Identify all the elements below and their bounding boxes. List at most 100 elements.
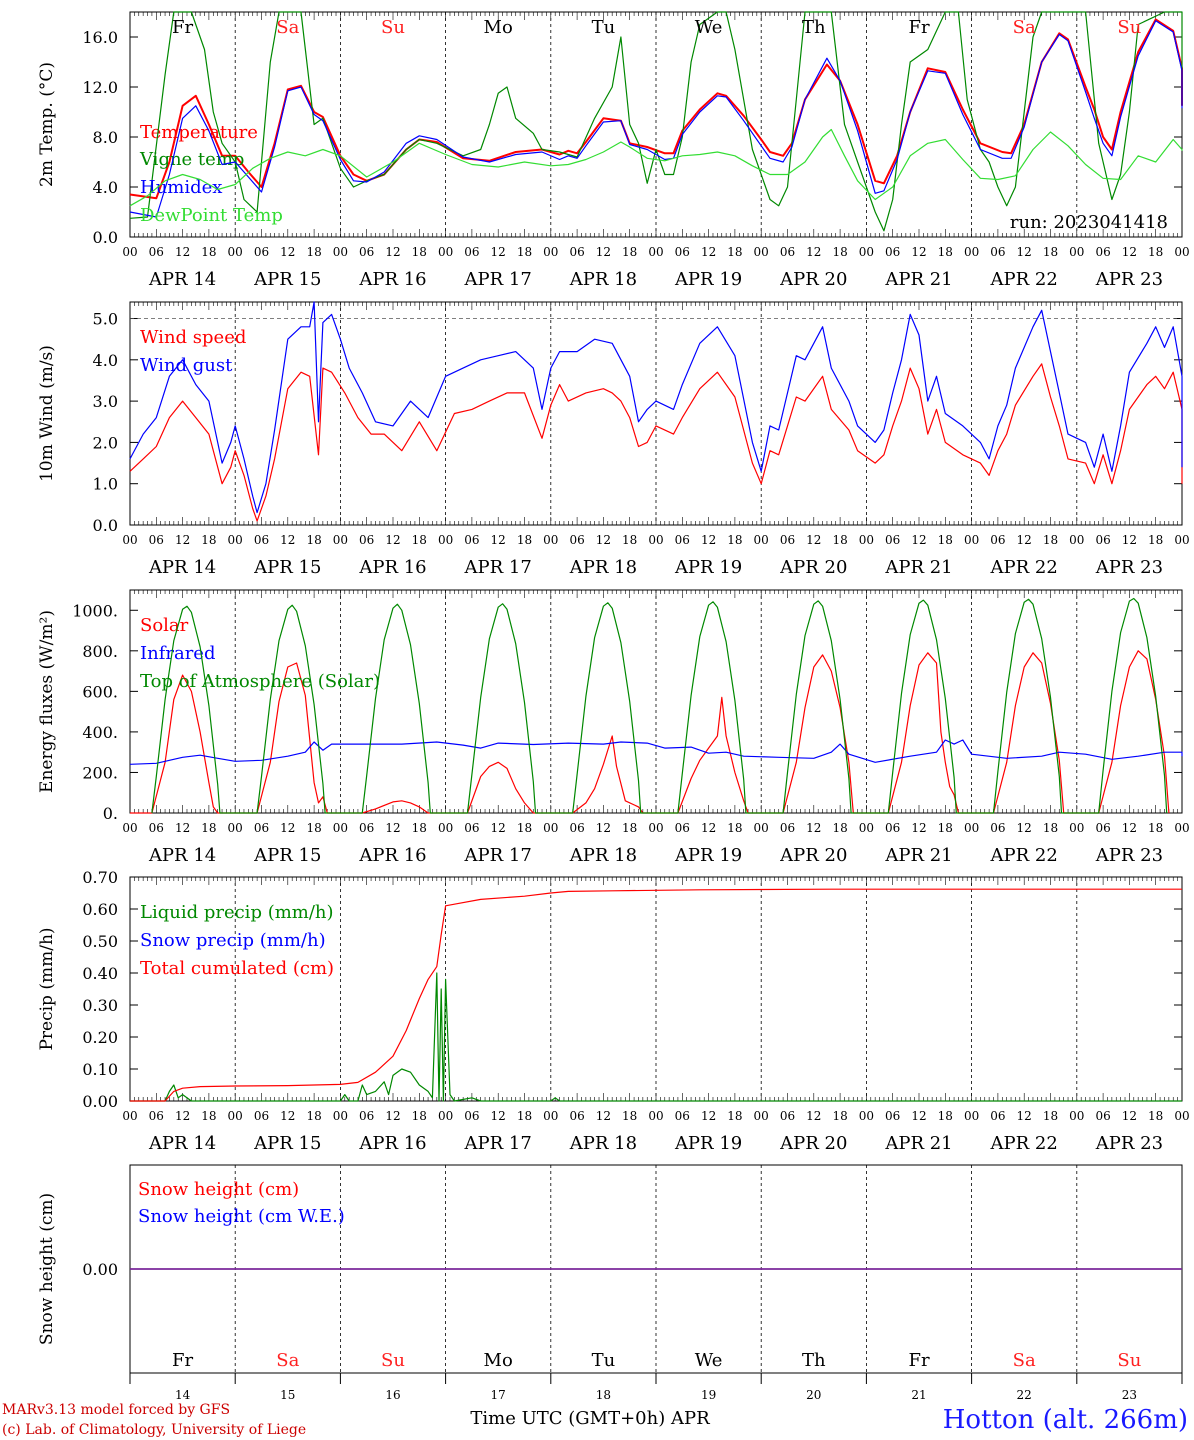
y-tick-label: 0.0 bbox=[93, 228, 118, 247]
date-label: APR 21 bbox=[884, 269, 952, 290]
hour-tick-label: 18 bbox=[1043, 245, 1058, 259]
weekday-label-bottom: Fr bbox=[908, 1350, 929, 1371]
day-number-label: 19 bbox=[701, 1388, 716, 1402]
hour-tick-label: 06 bbox=[1095, 821, 1110, 835]
hour-tick-label: 18 bbox=[517, 533, 532, 547]
weekday-label-bottom: We bbox=[695, 1350, 723, 1371]
hour-tick-label: 00 bbox=[333, 1109, 348, 1123]
date-label: APR 17 bbox=[464, 845, 532, 866]
legend-entry: Snow height (cm) bbox=[138, 1179, 299, 1200]
hour-tick-label: 00 bbox=[964, 821, 979, 835]
hour-tick-label: 18 bbox=[517, 821, 532, 835]
weekday-label-bottom: Su bbox=[1117, 1350, 1141, 1371]
hour-tick-label: 06 bbox=[149, 821, 164, 835]
hour-tick-label: 12 bbox=[385, 1109, 400, 1123]
hour-tick-label: 18 bbox=[201, 1109, 216, 1123]
date-label: APR 14 bbox=[148, 845, 216, 866]
y-tick-label: 0. bbox=[103, 804, 118, 823]
y-axis-label: 10m Wind (m/s) bbox=[37, 345, 57, 482]
hour-tick-label: 12 bbox=[701, 245, 716, 259]
hour-tick-label: 00 bbox=[438, 1109, 453, 1123]
date-label: APR 19 bbox=[674, 845, 742, 866]
hour-tick-label: 00 bbox=[122, 1109, 137, 1123]
x-axis-title: Time UTC (GMT+0h) APR bbox=[470, 1408, 710, 1429]
hour-tick-label: 00 bbox=[1069, 1109, 1084, 1123]
hour-tick-label: 18 bbox=[622, 821, 637, 835]
weekday-label-top: Sa bbox=[276, 17, 299, 38]
weekday-label-top: Su bbox=[1117, 17, 1141, 38]
y-axis-label: Precip (mm/h) bbox=[37, 927, 57, 1050]
hour-tick-label: 00 bbox=[543, 821, 558, 835]
panel-5: 0.00 Snow height (cm) Snow height (cm) Snow… bbox=[37, 1164, 1183, 1374]
legend-entry: Temperature bbox=[140, 122, 258, 143]
series-line-solar bbox=[130, 650, 1170, 814]
date-label: APR 16 bbox=[358, 269, 426, 290]
hour-tick-label: 00 bbox=[964, 1109, 979, 1123]
date-label: APR 14 bbox=[148, 1133, 216, 1154]
hour-tick-label: 06 bbox=[780, 1109, 795, 1123]
y-axis-label: Snow height (cm) bbox=[37, 1193, 57, 1345]
hour-tick-label: 06 bbox=[149, 245, 164, 259]
legend-entry: DewPoint Temp bbox=[140, 205, 283, 226]
legend-entry: Top of Atmosphere (Solar) bbox=[140, 671, 380, 692]
hour-tick-label: 18 bbox=[1148, 245, 1163, 259]
hour-tick-label: 00 bbox=[438, 533, 453, 547]
date-label: APR 23 bbox=[1095, 1133, 1163, 1154]
hour-tick-label: 12 bbox=[1017, 1109, 1032, 1123]
hour-tick-label: 18 bbox=[622, 1109, 637, 1123]
hour-tick-label: 18 bbox=[412, 533, 427, 547]
hour-tick-label: 18 bbox=[201, 821, 216, 835]
hour-tick-label: 00 bbox=[122, 821, 137, 835]
hour-tick-label: 00 bbox=[543, 533, 558, 547]
date-label: APR 21 bbox=[884, 1133, 952, 1154]
hour-tick-label: 12 bbox=[806, 1109, 821, 1123]
hour-tick-label: 00 bbox=[754, 533, 769, 547]
hour-tick-label: 00 bbox=[228, 245, 243, 259]
hour-tick-label: 00 bbox=[543, 1109, 558, 1123]
hour-tick-label: 00 bbox=[1174, 245, 1189, 259]
date-label: APR 21 bbox=[884, 845, 952, 866]
series-line-top-of-atmosphere-solar- bbox=[151, 597, 1168, 814]
hour-tick-label: 00 bbox=[1174, 821, 1189, 835]
day-number-label: 17 bbox=[491, 1388, 506, 1402]
date-label: APR 20 bbox=[779, 557, 847, 578]
hour-tick-label: 18 bbox=[306, 1109, 321, 1123]
hour-tick-label: 06 bbox=[464, 245, 479, 259]
y-tick-label: 16.0 bbox=[82, 28, 118, 47]
hour-tick-label: 12 bbox=[1122, 533, 1137, 547]
date-label: APR 18 bbox=[569, 269, 637, 290]
hour-tick-label: 00 bbox=[1069, 533, 1084, 547]
y-tick-label: 200. bbox=[82, 763, 118, 782]
weekday-label-top: Su bbox=[381, 17, 405, 38]
hour-tick-label: 18 bbox=[412, 1109, 427, 1123]
hour-tick-label: 06 bbox=[675, 533, 690, 547]
hour-tick-label: 06 bbox=[885, 1109, 900, 1123]
hour-tick-label: 06 bbox=[254, 821, 269, 835]
date-label: APR 22 bbox=[990, 845, 1058, 866]
panel-2: 0.0 1.0 2.0 3.0 4.0 5.0 10m Wind (m/s) Wind spe… bbox=[37, 301, 1190, 578]
hour-tick-label: 12 bbox=[1122, 245, 1137, 259]
hour-tick-label: 18 bbox=[306, 245, 321, 259]
day-number-label: 18 bbox=[596, 1388, 611, 1402]
hour-tick-label: 06 bbox=[569, 533, 584, 547]
hour-tick-label: 18 bbox=[306, 533, 321, 547]
hour-tick-label: 00 bbox=[543, 245, 558, 259]
y-axis-label: 2m Temp. (°C) bbox=[37, 62, 57, 187]
hour-tick-label: 18 bbox=[832, 821, 847, 835]
day-number-label: 21 bbox=[911, 1388, 926, 1402]
hour-tick-label: 12 bbox=[1017, 245, 1032, 259]
date-label: APR 19 bbox=[674, 269, 742, 290]
hour-tick-label: 06 bbox=[464, 1109, 479, 1123]
weekday-label-top: Th bbox=[802, 17, 826, 38]
legend-entry: Wind speed bbox=[140, 327, 246, 348]
hour-tick-label: 18 bbox=[938, 533, 953, 547]
hour-tick-label: 06 bbox=[464, 533, 479, 547]
date-label: APR 19 bbox=[674, 1133, 742, 1154]
weekday-label-bottom: Tu bbox=[592, 1350, 616, 1371]
day-number-label: 23 bbox=[1122, 1388, 1137, 1402]
date-label: APR 17 bbox=[464, 557, 532, 578]
hour-tick-label: 18 bbox=[938, 821, 953, 835]
hour-tick-label: 18 bbox=[727, 533, 742, 547]
series-line-humidex bbox=[129, 20, 1183, 218]
date-label: APR 23 bbox=[1095, 845, 1163, 866]
